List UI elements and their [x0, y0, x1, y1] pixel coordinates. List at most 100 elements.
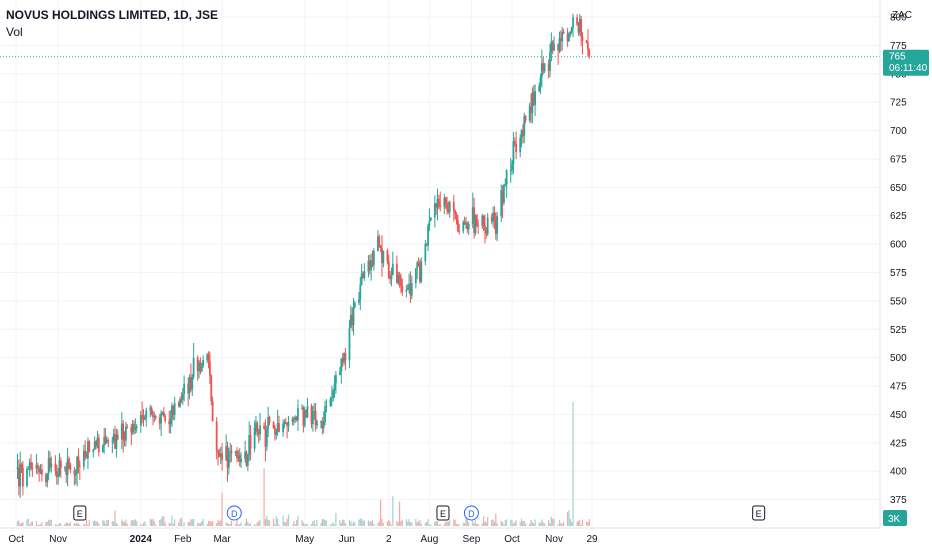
y-tick-label: 775	[890, 41, 907, 52]
earnings-marker[interactable]: E	[436, 505, 450, 521]
volume-bar	[130, 520, 132, 526]
candle-body	[419, 265, 421, 282]
candle-body	[240, 458, 242, 463]
volume-bar	[493, 522, 496, 526]
candle-body	[173, 402, 176, 415]
y-tick-label: 700	[890, 126, 907, 137]
candle-body	[540, 63, 543, 78]
volume-bar	[16, 521, 19, 526]
volume-bar	[48, 519, 50, 526]
volume-bar	[58, 523, 61, 526]
volume-bar	[495, 513, 497, 526]
candle-body	[588, 50, 591, 56]
volume-bar	[65, 522, 67, 526]
volume-bar	[585, 521, 588, 526]
volume-bar	[416, 522, 418, 526]
volume-bar	[458, 524, 460, 526]
volume-bar	[126, 523, 128, 526]
earnings-marker[interactable]: E	[73, 505, 87, 521]
candle-body	[283, 422, 286, 424]
volume-bar	[492, 519, 494, 526]
volume-bar	[405, 519, 407, 526]
volume-bar	[134, 519, 136, 526]
dividend-marker[interactable]: D	[463, 505, 479, 521]
candle-body	[275, 432, 278, 435]
last-price-value: 765	[889, 51, 906, 62]
candle-body	[566, 33, 569, 42]
candle-body	[282, 423, 284, 433]
dividend-marker[interactable]: D	[226, 505, 242, 521]
candle-body	[311, 411, 314, 424]
candle-body	[130, 427, 133, 433]
candle-body	[245, 451, 248, 466]
candle-body	[456, 220, 459, 231]
volume-bar	[163, 516, 165, 526]
volume-bar	[434, 521, 436, 526]
volume-bar	[439, 524, 441, 526]
volume-bar	[114, 510, 116, 526]
volume-bar	[153, 521, 155, 526]
candle-body	[416, 262, 419, 269]
volume-bar	[235, 523, 237, 526]
candle-body	[76, 456, 79, 474]
volume-bar	[274, 524, 276, 526]
y-tick-label: 625	[890, 211, 907, 222]
volume-bar	[18, 520, 20, 526]
volume-bar	[170, 523, 172, 526]
y-tick-label: 675	[890, 154, 907, 165]
volume-bar	[291, 524, 294, 526]
candle-body	[576, 17, 578, 25]
volume-bar	[104, 523, 107, 526]
candle-body	[382, 250, 385, 264]
candle-body	[494, 217, 497, 234]
candle-body	[256, 423, 259, 432]
last-price-badge: 765 06:11:40	[883, 49, 929, 76]
volume-bar	[54, 524, 57, 526]
volume-bar	[455, 524, 458, 526]
volume-bar	[256, 522, 258, 526]
x-tick-label: 2024	[130, 534, 153, 545]
volume-bar	[553, 519, 555, 526]
candle-body	[31, 467, 34, 469]
volume-bar	[294, 524, 296, 526]
candle-body	[264, 428, 267, 447]
volume-bar	[68, 523, 70, 526]
candle-body	[17, 467, 20, 487]
candle-body	[343, 353, 345, 363]
candle-body	[475, 215, 478, 226]
candle-body	[39, 469, 42, 473]
volume-bar	[293, 521, 295, 526]
candle-body	[559, 38, 562, 42]
candle-body	[455, 214, 458, 221]
symbol-title[interactable]: NOVUS HOLDINGS LIMITED, 1D, JSE	[6, 8, 219, 22]
volume-bar	[209, 520, 211, 526]
candle-body	[54, 463, 57, 472]
volume-bar	[473, 523, 475, 526]
candle-body	[549, 52, 551, 71]
candle-body	[436, 198, 439, 208]
volume-bar	[580, 524, 582, 526]
event-marker-label: D	[231, 509, 238, 519]
earnings-marker[interactable]: E	[752, 505, 766, 521]
candle-body	[145, 410, 148, 419]
volume-bar	[354, 522, 356, 526]
event-marker-label: E	[756, 509, 762, 519]
candle-body	[538, 85, 541, 92]
volume-bar	[123, 521, 126, 526]
volume-bar	[35, 520, 38, 526]
volume-bar	[56, 524, 58, 526]
candle-body	[333, 383, 336, 391]
volume-bar	[255, 524, 257, 526]
candle-body	[153, 416, 156, 418]
volume-badge: 3K	[883, 510, 907, 526]
volume-bar	[249, 523, 252, 526]
volume-bar	[75, 523, 77, 526]
volume-label[interactable]: Vol	[6, 25, 23, 39]
volume-bar	[332, 522, 334, 526]
candle-body	[316, 421, 318, 426]
volume-bar	[41, 522, 43, 526]
volume-bar	[447, 521, 449, 526]
candle-body	[244, 451, 247, 459]
candle-body	[190, 376, 192, 390]
